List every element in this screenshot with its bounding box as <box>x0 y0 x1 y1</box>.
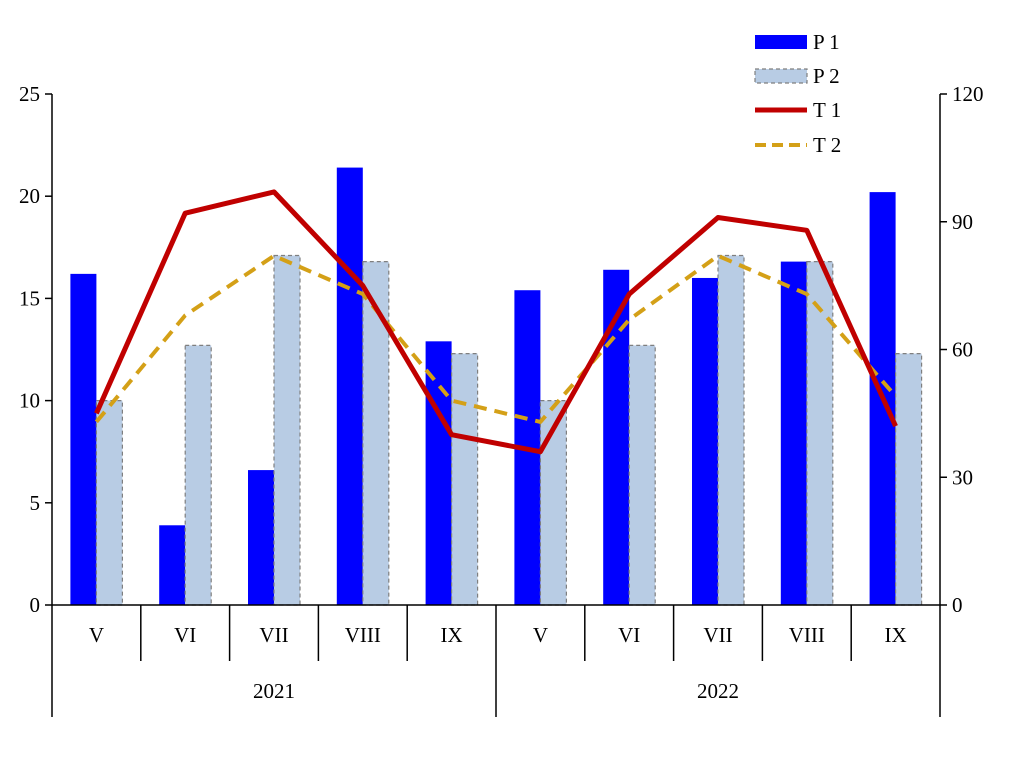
category-label: VIII <box>345 623 381 647</box>
bar-p1 <box>248 470 274 605</box>
legend: P 1 P 2 T 1 T 2 <box>754 30 841 157</box>
category-label: VII <box>259 623 288 647</box>
legend-swatch-p1 <box>755 35 807 49</box>
legend-label: P 2 <box>813 64 840 88</box>
left-tick-label: 0 <box>30 593 41 617</box>
right-tick-label: 0 <box>952 593 963 617</box>
left-tick-label: 20 <box>19 184 40 208</box>
bar-p2 <box>894 352 923 606</box>
bar-p2 <box>451 352 479 606</box>
bar-p1 <box>336 167 363 606</box>
lines-layer <box>94 189 898 455</box>
legend-swatch-p2 <box>754 68 808 84</box>
left-tick-label: 10 <box>19 389 40 413</box>
bar-p1 <box>70 273 97 605</box>
year-label: 2021 <box>253 679 295 703</box>
category-label: IX <box>441 623 463 647</box>
category-label: V <box>89 623 104 647</box>
right-tick-label: 30 <box>952 465 973 489</box>
category-label: VIII <box>789 623 825 647</box>
line-t1 <box>94 189 898 455</box>
category-label: V <box>533 623 548 647</box>
bar-p2 <box>806 261 834 606</box>
category-label: IX <box>885 623 907 647</box>
legend-label: T 2 <box>813 133 841 157</box>
bar-p2 <box>184 344 212 606</box>
bar-p2 <box>717 254 745 606</box>
axes-layer: 0 5 10 15 20 25 0 30 60 90 120 V VI VII VIII IX V VI VII VI… <box>19 82 984 717</box>
category-label: VI <box>174 623 196 647</box>
bar-p2 <box>628 344 656 606</box>
right-tick-label: 90 <box>952 210 973 234</box>
left-tick-label: 5 <box>30 491 41 515</box>
year-label: 2022 <box>697 679 739 703</box>
bars-layer <box>70 167 923 606</box>
right-tick-label: 60 <box>952 338 973 362</box>
bar-p1 <box>159 525 186 605</box>
bar-p2 <box>362 261 390 606</box>
category-label: VI <box>618 623 640 647</box>
legend-label: T 1 <box>813 98 841 122</box>
left-tick-label: 25 <box>19 82 40 106</box>
bar-p2 <box>273 254 301 606</box>
category-label: VII <box>703 623 732 647</box>
left-tick-label: 15 <box>19 286 40 310</box>
bar-p2 <box>539 400 568 606</box>
right-tick-label: 120 <box>952 82 984 106</box>
bar-p1 <box>692 277 718 605</box>
bar-p2 <box>95 400 124 606</box>
bar-p1 <box>780 261 807 605</box>
line-t2 <box>94 253 898 424</box>
bar-p1 <box>425 341 452 605</box>
legend-label: P 1 <box>813 30 840 54</box>
